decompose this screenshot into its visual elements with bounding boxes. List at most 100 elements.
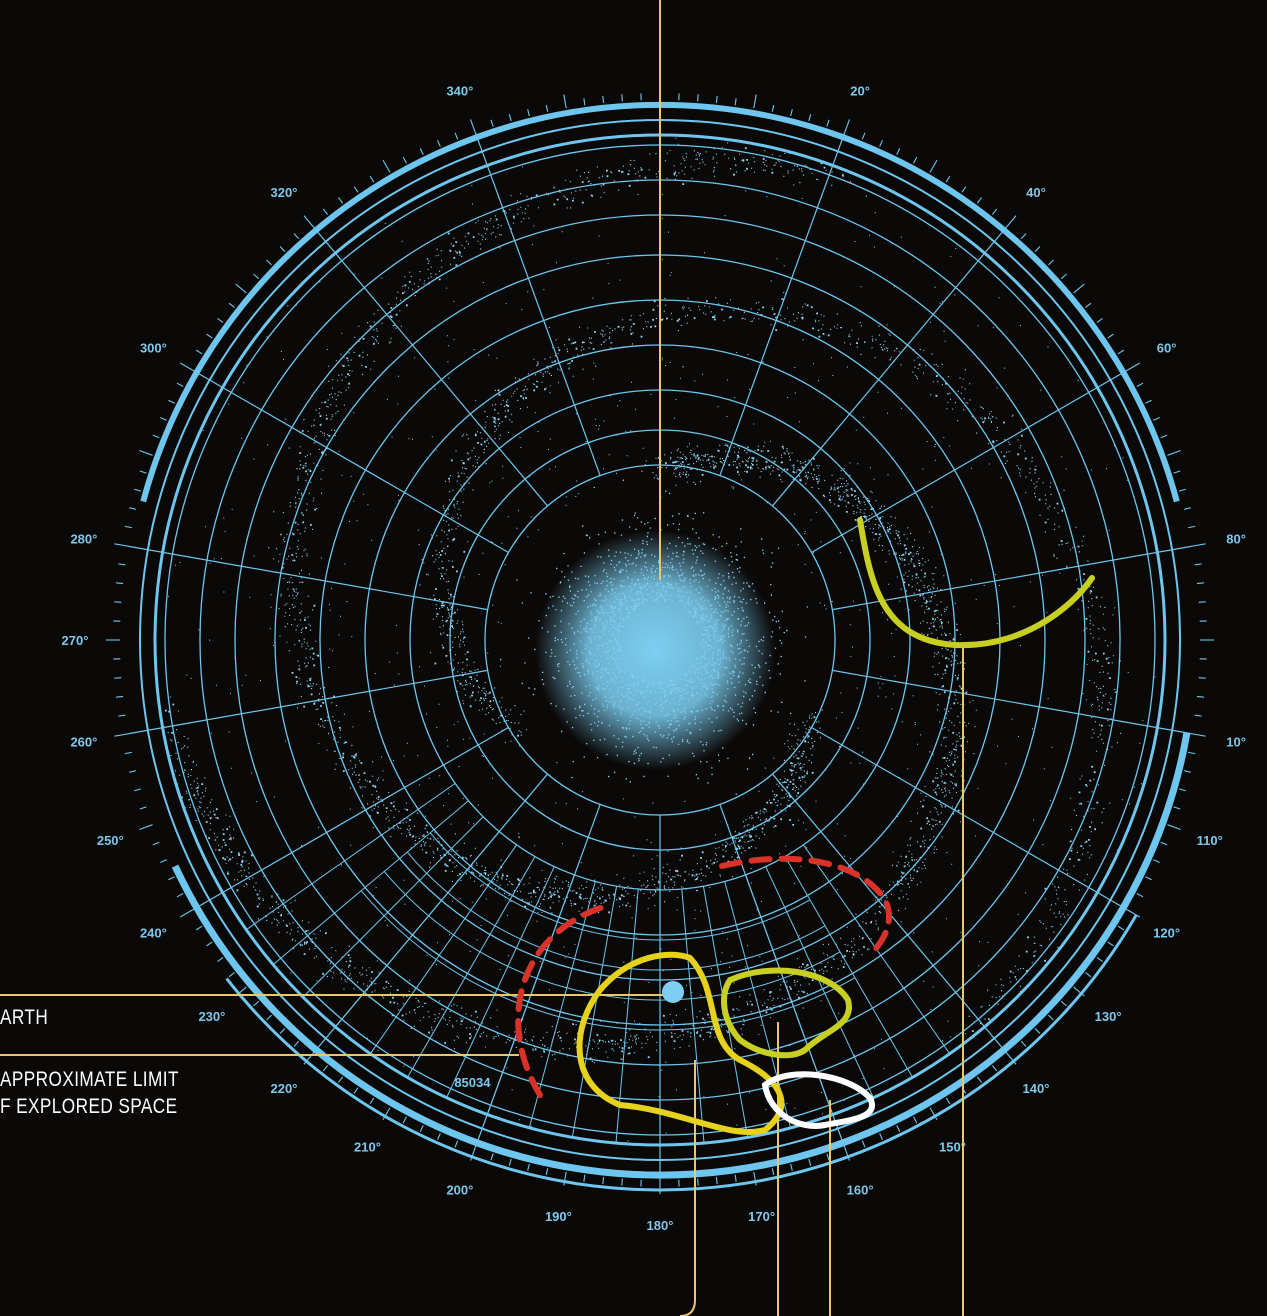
degree-tick — [1167, 450, 1181, 456]
core-glow — [535, 530, 775, 770]
degree-tick — [253, 273, 260, 280]
degree-tick — [454, 132, 459, 140]
degree-tick — [992, 1065, 998, 1072]
degree-label: 150° — [939, 1140, 966, 1155]
grid-spoke — [772, 225, 1008, 507]
grid-spoke — [811, 369, 1128, 554]
grid-spoke — [312, 225, 548, 507]
degree-tick — [1060, 273, 1067, 280]
degree-tick — [114, 733, 129, 737]
degree-ticks — [106, 86, 1214, 1194]
degree-tick — [176, 382, 184, 387]
degree-label: 340° — [446, 83, 473, 98]
degree-label: 80° — [1226, 531, 1246, 546]
degree-tick — [179, 362, 193, 371]
grid-fine-spoke — [784, 856, 913, 1078]
degree-label: 250° — [97, 833, 124, 848]
degree-tick — [490, 119, 494, 127]
degree-tick — [235, 283, 247, 294]
degree-tick — [1173, 806, 1181, 810]
degree-tick — [771, 104, 775, 112]
degree-tick — [195, 925, 203, 931]
degree-label: 280° — [70, 531, 97, 546]
degree-tick — [527, 109, 530, 117]
degree-tick — [808, 1158, 812, 1166]
degree-tick — [929, 1107, 938, 1121]
degree-tick — [152, 434, 160, 439]
degree-tick — [152, 841, 160, 846]
degree-tick — [508, 1158, 512, 1166]
degree-tick — [139, 824, 153, 830]
degree-tick — [160, 417, 167, 421]
degree-tick — [228, 972, 235, 978]
degree-label: 270° — [62, 633, 89, 648]
degree-tick — [715, 95, 718, 104]
degree-tick — [129, 770, 137, 773]
earth-legend-label: ARTH — [0, 1006, 49, 1029]
degree-tick — [139, 806, 147, 810]
degree-tick — [1194, 563, 1202, 566]
degree-tick — [353, 186, 359, 193]
degree-tick — [583, 98, 586, 106]
degree-tick — [734, 1174, 737, 1182]
degree-tick — [1096, 956, 1103, 962]
degree-tick — [790, 109, 793, 117]
grid-spoke — [811, 726, 1128, 911]
degree-tick — [118, 714, 126, 717]
degree-tick — [734, 98, 737, 106]
degree-tick — [1034, 246, 1041, 252]
degree-tick — [1060, 1000, 1067, 1007]
degree-tick — [826, 119, 830, 127]
degree-tick — [1006, 215, 1017, 227]
degree-tick — [1196, 582, 1205, 585]
degree-label: 40° — [1026, 185, 1046, 200]
degree-label: 240° — [140, 926, 167, 941]
degree-tick — [602, 1176, 605, 1185]
degree-tick — [1191, 543, 1206, 547]
degree-label: 190° — [545, 1209, 572, 1224]
degree-tick — [527, 1163, 530, 1171]
degree-tick — [913, 1116, 918, 1124]
degree-label: 170° — [748, 1209, 775, 1224]
degree-label: 260° — [70, 735, 97, 750]
degree-tick — [1136, 893, 1144, 898]
degree-tick — [896, 1125, 901, 1132]
grid-fine-ring — [429, 832, 811, 941]
degree-tick — [844, 119, 850, 133]
degree-tick — [139, 470, 147, 474]
degree-tick — [771, 1168, 775, 1176]
grid-fine-spoke — [272, 800, 469, 965]
degree-tick — [322, 1065, 328, 1072]
degree-tick — [1117, 349, 1125, 355]
degree-label: 130° — [1095, 1009, 1122, 1024]
degree-tick — [1173, 470, 1181, 474]
degree-tick — [279, 1028, 286, 1034]
degree-tick — [1096, 318, 1103, 324]
degree-tick — [437, 1133, 441, 1140]
degree-tick — [1145, 399, 1152, 404]
degree-tick — [508, 114, 512, 122]
degree-tick — [1196, 695, 1205, 698]
degree-tick — [124, 751, 132, 755]
grid-fine-ring — [360, 890, 856, 1031]
degree-tick — [402, 156, 407, 164]
degree-tick — [303, 215, 314, 227]
degree-tick — [1188, 525, 1196, 529]
degree-tick — [1020, 1040, 1027, 1047]
grid-fine-spoke — [407, 856, 536, 1078]
grid-fine-spoke — [724, 881, 792, 1128]
degree-tick — [322, 208, 328, 215]
degree-tick — [844, 1147, 850, 1161]
degree-tick — [382, 159, 391, 173]
grid-spoke — [719, 132, 846, 476]
degree-tick — [217, 956, 224, 962]
grid-spoke — [832, 545, 1192, 611]
degree-tick — [279, 246, 286, 252]
grid-spoke — [128, 545, 488, 611]
degree-label: 200° — [446, 1183, 473, 1198]
degree-tick — [179, 909, 193, 918]
degree-label: 10° — [1226, 735, 1246, 750]
olive-arc-highlight — [857, 517, 1095, 649]
degree-label: 300° — [140, 341, 167, 356]
outer-rim-arc-bottom — [171, 732, 1191, 1179]
